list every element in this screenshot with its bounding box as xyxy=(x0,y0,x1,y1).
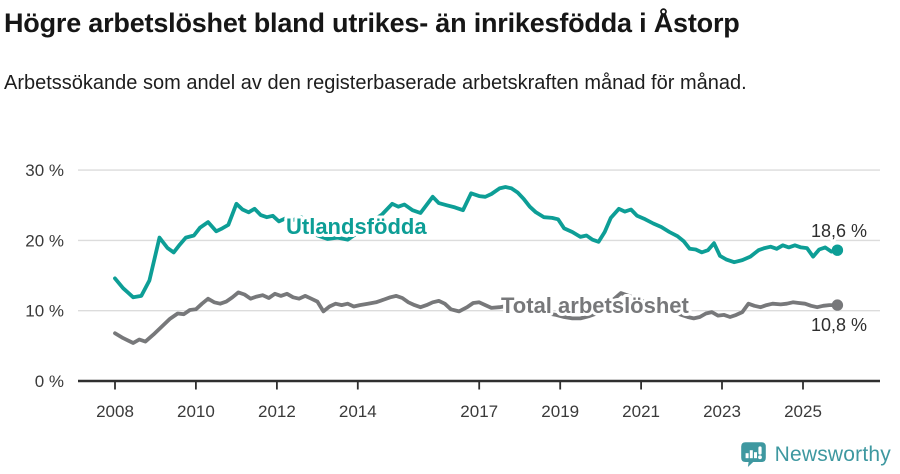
page-title: Högre arbetslöshet bland utrikes- än inr… xyxy=(4,8,740,38)
y-tick-label: 30 % xyxy=(25,161,64,180)
chart-series-layer xyxy=(113,185,844,345)
series-end-dot-utlandsfodda xyxy=(831,244,844,256)
x-tick-label: 2023 xyxy=(703,402,741,421)
newsworthy-brand-text: Newsworthy xyxy=(774,442,891,466)
x-tick-label: 2008 xyxy=(96,402,134,421)
x-tick-label: 2017 xyxy=(460,402,498,421)
x-tick-label: 2012 xyxy=(258,402,296,421)
newsworthy-logo[interactable]: Newsworthy xyxy=(740,441,891,468)
series-label-total-arbetsloshet: Total arbetslöshet xyxy=(501,293,690,318)
y-tick-label: 0 % xyxy=(35,372,64,391)
end-value-label-utlandsfodda: 18,6 % xyxy=(811,221,867,241)
chart-annotations-layer: Utlandsfödda Total arbetslöshet 18,6 % 1… xyxy=(283,211,870,338)
y-tick-label: 20 % xyxy=(25,231,64,250)
series-line-total xyxy=(113,290,840,345)
chart-subtitle: Arbetssökande som andel av den registerb… xyxy=(4,72,747,94)
x-tick-label: 2014 xyxy=(339,402,377,421)
series-end-dot-total xyxy=(831,299,844,311)
x-tick-label: 2019 xyxy=(541,402,579,421)
end-value-label-total: 10,8 % xyxy=(811,315,867,335)
x-tick-label: 2021 xyxy=(622,402,660,421)
series-line-utlandsfodda xyxy=(113,185,840,300)
series-label-utlandsfodda: Utlandsfödda xyxy=(286,214,427,239)
x-tick-label: 2010 xyxy=(177,402,215,421)
y-tick-label: 10 % xyxy=(25,302,64,321)
x-tick-label: 2025 xyxy=(784,402,822,421)
chart-grid-layer: 0 % 10 % 20 % 30 % 2008 2010 2012 2014 2017 2019 2… xyxy=(25,161,880,421)
newsworthy-bubble-chart-icon xyxy=(740,442,766,467)
